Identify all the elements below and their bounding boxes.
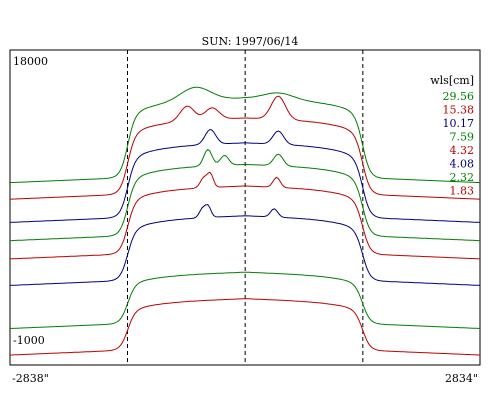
series-line-15-38 — [9, 95, 481, 200]
series-line-7-59 — [9, 148, 480, 242]
series-line-4-32 — [9, 171, 481, 260]
legend-entry: 15.38 — [443, 104, 475, 117]
series-line-4-08 — [9, 204, 481, 286]
y-bottom-label: -1000 — [13, 334, 45, 347]
legend-title: wls[cm] — [430, 74, 474, 87]
legend-entry: 10.17 — [443, 117, 475, 130]
legend-entry: 4.32 — [450, 144, 475, 157]
series-layer — [9, 86, 481, 356]
chart-title: SUN: 1997/06/14 — [202, 35, 299, 48]
legend-entry: 2.32 — [450, 171, 475, 184]
series-line-29-56 — [9, 86, 481, 184]
legend-entry: 29.56 — [443, 90, 475, 103]
x-right-label: 2834" — [445, 372, 478, 385]
y-top-label: 18000 — [13, 55, 48, 68]
legend-entry: 7.59 — [450, 131, 475, 144]
series-line-10-17 — [9, 129, 481, 223]
legend-entry: 4.08 — [450, 158, 475, 171]
series-line-1-83 — [9, 298, 480, 356]
x-left-label: -2838" — [12, 372, 49, 385]
series-line-2-32 — [9, 271, 481, 329]
legend-entry: 1.83 — [450, 185, 475, 198]
